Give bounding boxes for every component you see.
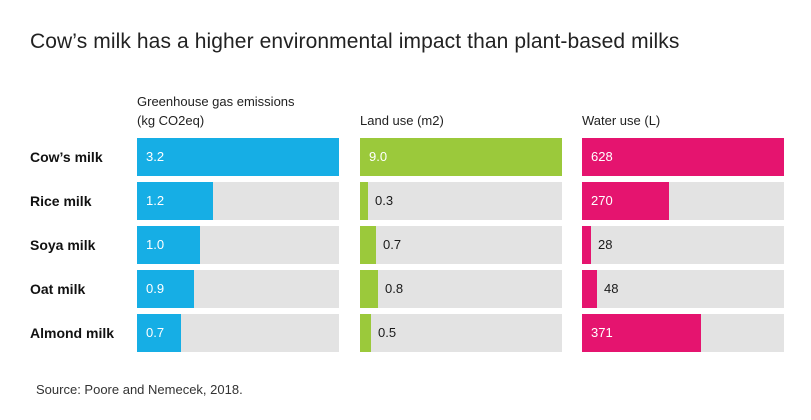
chart-title: Cow’s milk has a higher environmental im… [30,30,680,53]
bar-track: 0.9 [137,270,339,308]
bar-ghg [137,270,194,308]
bar-track: 0.5 [360,314,562,352]
bar-track: 270 [582,182,784,220]
bar-track: 0.8 [360,270,562,308]
bar-ghg [137,138,339,176]
bar-water [582,138,784,176]
bar-track: 0.7 [137,314,339,352]
source-note: Source: Poore and Nemecek, 2018. [36,382,243,397]
bar-value-label: 0.9 [146,281,165,296]
category-label: Rice milk [30,193,92,209]
panel-title-line: Water use (L) [582,113,661,128]
category-label: Almond milk [30,325,115,341]
bar-water [582,270,597,308]
bar-land [360,270,378,308]
bar-value-label: 9.0 [369,149,388,164]
bar-land [360,182,368,220]
panel-title-line: (kg CO2eq) [137,113,205,128]
bar-value-label: 0.8 [385,281,404,296]
bar-value-label: 0.5 [378,325,397,340]
bar-water [582,314,701,352]
bar-water [582,226,591,264]
bar-value-label: 48 [604,281,619,296]
bar-track: 1.0 [137,226,339,264]
bar-track: 48 [582,270,784,308]
bar-value-label: 28 [598,237,613,252]
bar-ghg [137,314,181,352]
bar-value-label: 1.2 [146,193,165,208]
bar-value-label: 270 [591,193,613,208]
bar-land [360,138,562,176]
bar-ghg [137,226,200,264]
bar-land [360,226,376,264]
bar-value-label: 1.0 [146,237,165,252]
bar-value-label: 628 [591,149,613,164]
category-label: Soya milk [30,237,96,253]
bar-value-label: 3.2 [146,149,165,164]
bar-ghg [137,182,213,220]
bar-water [582,182,669,220]
bar-land [360,314,371,352]
bar-value-label: 0.7 [146,325,165,340]
panel-title-line: Greenhouse gas emissions [137,94,295,109]
bar-track: 9.0 [360,138,562,176]
category-label: Cow’s milk [30,149,103,165]
panel-title-ghg: Greenhouse gas emissions (kg CO2eq) [137,92,295,130]
bar-track: 628 [582,138,784,176]
bar-value-label: 0.7 [383,237,402,252]
bar-track: 3.2 [137,138,339,176]
bar-track: 1.2 [137,182,339,220]
bar-track: 371 [582,314,784,352]
bar-track: 0.7 [360,226,562,264]
bar-value-label: 371 [591,325,613,340]
panel-title-water: Water use (L) [582,111,660,130]
bar-track: 0.3 [360,182,562,220]
bar-track: 28 [582,226,784,264]
bar-value-label: 0.3 [375,193,394,208]
category-label: Oat milk [30,281,86,297]
panel-title-line: Land use (m2) [360,113,444,128]
panel-title-land: Land use (m2) [360,111,444,130]
